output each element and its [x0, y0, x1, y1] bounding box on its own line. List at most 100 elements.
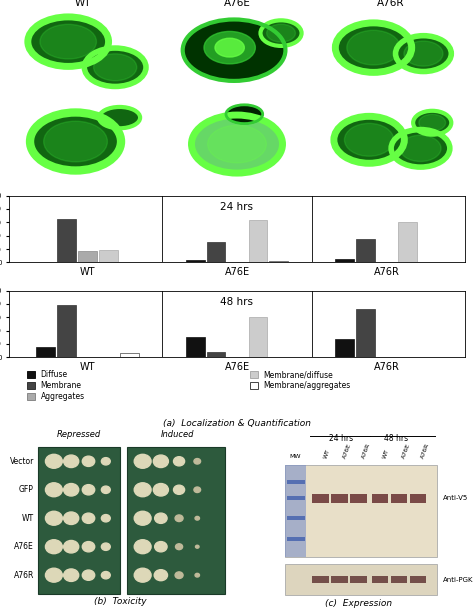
Text: Vector: Vector — [9, 457, 34, 466]
Bar — [120, 352, 139, 357]
Ellipse shape — [395, 36, 451, 71]
Circle shape — [194, 487, 201, 493]
Circle shape — [64, 569, 79, 581]
Ellipse shape — [182, 20, 285, 81]
Text: (a)  Localization & Quantification: (a) Localization & Quantification — [163, 419, 311, 428]
Ellipse shape — [400, 135, 441, 162]
Text: Anti-V5: Anti-V5 — [443, 495, 469, 501]
Circle shape — [154, 569, 167, 581]
Ellipse shape — [419, 114, 446, 131]
Circle shape — [46, 454, 62, 468]
Bar — [207, 352, 226, 357]
Ellipse shape — [208, 125, 266, 163]
Text: 48 hrs: 48 hrs — [220, 297, 254, 307]
Ellipse shape — [347, 30, 400, 65]
Text: GFP: GFP — [19, 485, 34, 494]
Title: A76R: A76R — [377, 0, 405, 9]
Ellipse shape — [191, 115, 283, 173]
Bar — [248, 317, 267, 357]
FancyBboxPatch shape — [312, 494, 329, 502]
Circle shape — [195, 546, 199, 548]
Circle shape — [175, 515, 183, 522]
Bar — [78, 251, 97, 263]
Text: WT: WT — [323, 448, 331, 459]
FancyBboxPatch shape — [350, 494, 367, 502]
Text: A76R: A76R — [14, 571, 34, 580]
Circle shape — [82, 513, 95, 523]
Ellipse shape — [226, 105, 263, 124]
FancyBboxPatch shape — [372, 494, 388, 502]
Title: WT: WT — [74, 0, 91, 9]
Circle shape — [175, 544, 182, 550]
Circle shape — [134, 454, 151, 468]
FancyBboxPatch shape — [350, 576, 367, 584]
FancyBboxPatch shape — [331, 494, 348, 502]
Circle shape — [82, 456, 95, 466]
Bar — [186, 260, 204, 263]
FancyBboxPatch shape — [287, 480, 305, 484]
Circle shape — [155, 513, 167, 523]
Text: WT: WT — [22, 514, 34, 523]
Bar — [207, 242, 226, 263]
Text: 24 hrs: 24 hrs — [329, 434, 353, 443]
Circle shape — [134, 540, 151, 554]
Bar — [186, 337, 204, 357]
Ellipse shape — [404, 41, 443, 66]
Text: Repressed: Repressed — [57, 430, 101, 439]
Ellipse shape — [30, 113, 121, 170]
Ellipse shape — [261, 20, 301, 46]
Circle shape — [134, 483, 151, 497]
Text: A76E: A76E — [342, 443, 352, 459]
Ellipse shape — [335, 23, 412, 73]
FancyBboxPatch shape — [331, 576, 348, 584]
Circle shape — [64, 541, 79, 553]
Text: 24 hrs: 24 hrs — [220, 202, 254, 212]
FancyBboxPatch shape — [391, 576, 408, 584]
Bar — [398, 222, 417, 263]
Circle shape — [46, 511, 62, 525]
Circle shape — [82, 542, 95, 552]
Circle shape — [46, 568, 62, 582]
FancyBboxPatch shape — [127, 446, 225, 593]
FancyBboxPatch shape — [287, 496, 305, 500]
Circle shape — [101, 543, 110, 550]
Text: Induced: Induced — [160, 430, 194, 439]
Text: Anti-PGK: Anti-PGK — [443, 577, 474, 583]
Text: (c)  Expression: (c) Expression — [325, 599, 392, 608]
FancyBboxPatch shape — [410, 494, 427, 502]
Text: A76R: A76R — [420, 442, 430, 459]
Title: A76E: A76E — [224, 0, 250, 9]
Ellipse shape — [93, 54, 137, 81]
Circle shape — [194, 459, 201, 464]
Bar — [99, 250, 118, 263]
Text: MW: MW — [290, 454, 301, 459]
Bar — [57, 219, 76, 263]
Text: (b)  Toxicity: (b) Toxicity — [94, 597, 147, 606]
Ellipse shape — [44, 121, 108, 162]
Circle shape — [64, 512, 79, 525]
Circle shape — [101, 571, 110, 579]
Ellipse shape — [84, 48, 146, 87]
Ellipse shape — [334, 116, 404, 163]
Circle shape — [173, 485, 184, 494]
FancyBboxPatch shape — [38, 446, 120, 593]
Bar — [57, 305, 76, 357]
Text: A76E: A76E — [401, 443, 411, 459]
FancyBboxPatch shape — [285, 465, 306, 557]
Circle shape — [101, 486, 110, 493]
FancyBboxPatch shape — [312, 576, 329, 584]
Bar — [270, 261, 288, 263]
Circle shape — [134, 511, 151, 525]
Text: WT: WT — [382, 448, 390, 459]
Text: A76R: A76R — [361, 442, 371, 459]
Circle shape — [195, 573, 200, 577]
Ellipse shape — [391, 130, 450, 167]
FancyBboxPatch shape — [285, 465, 437, 557]
Circle shape — [173, 457, 184, 466]
Circle shape — [155, 542, 167, 552]
Ellipse shape — [267, 24, 295, 42]
Ellipse shape — [99, 107, 140, 129]
Circle shape — [101, 515, 110, 522]
FancyBboxPatch shape — [287, 537, 305, 541]
Ellipse shape — [345, 124, 394, 156]
